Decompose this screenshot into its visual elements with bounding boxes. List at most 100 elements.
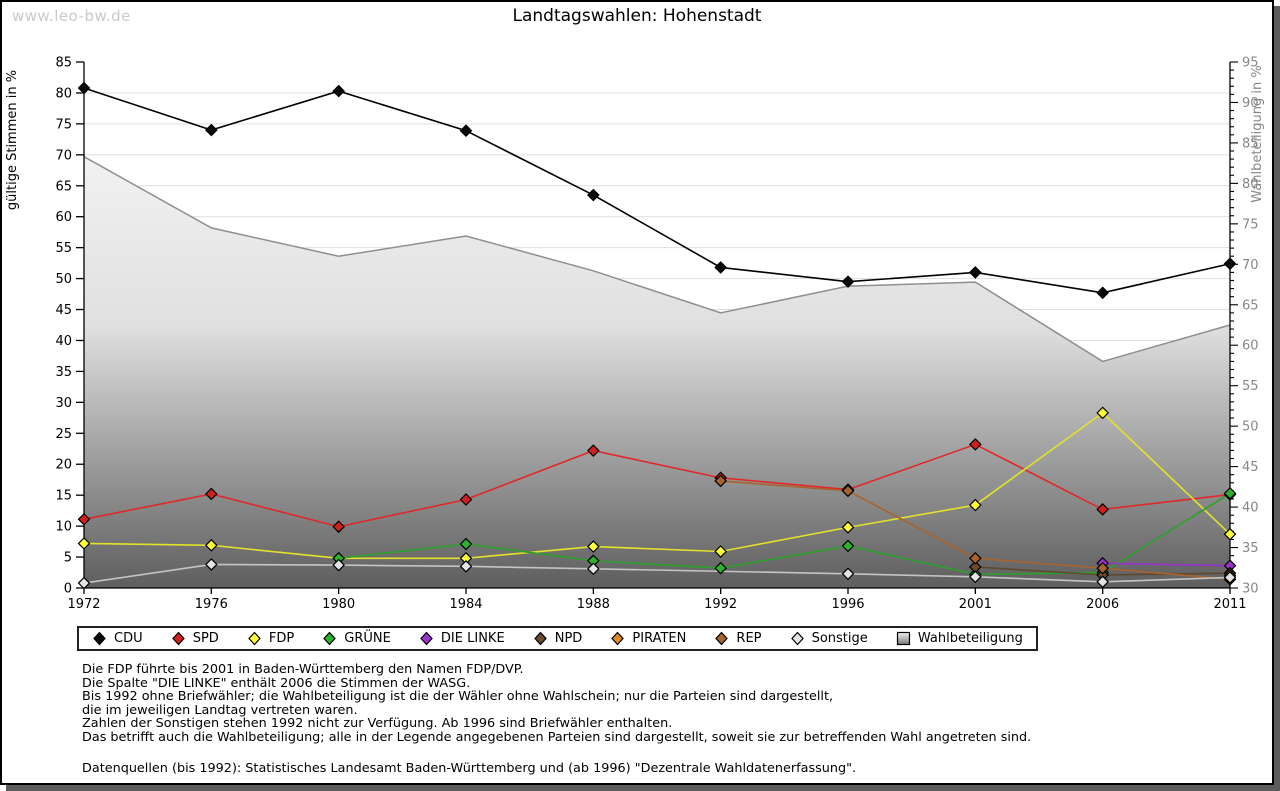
left-tick-label: 75	[55, 117, 72, 132]
series-area-edge	[83, 156, 1231, 363]
legend-label: CDU	[114, 631, 143, 646]
marker-fdp	[586, 540, 600, 553]
series-line-grüne	[338, 492, 1231, 576]
marker-grüne	[459, 537, 473, 551]
legend-item-cdu: CDU	[92, 631, 143, 646]
x-tick-label: 1988	[577, 597, 610, 612]
left-tick-label: 50	[55, 272, 72, 287]
legend-label: PIRATEN	[632, 631, 687, 646]
marker-fdp	[968, 498, 982, 512]
legend-label: Wahlbeteiligung	[917, 631, 1023, 646]
x-tick-label: 1984	[449, 597, 482, 612]
marker-rep	[968, 551, 982, 565]
legend-marker-diamond	[611, 631, 625, 646]
right-tick-label: 40	[1242, 501, 1259, 516]
marker-rep	[1096, 561, 1110, 575]
marker-spd	[204, 487, 218, 501]
right-axis-title: Wahlbeteiligung in %	[1250, 65, 1265, 202]
marker-cdu	[968, 266, 982, 279]
legend-item-npd: NPD	[533, 631, 582, 646]
marker-sonstige	[332, 558, 346, 572]
right-tick-label: 80	[1242, 177, 1259, 192]
legend-item-wahlbeteiligung: Wahlbeteiligung	[896, 631, 1023, 646]
left-tick-label: 15	[55, 489, 72, 504]
right-tick-label: 55	[1242, 379, 1259, 394]
left-axis-title: gültige Stimmen in %	[5, 70, 20, 210]
series-line-die-linke	[1102, 562, 1231, 567]
right-tick-label: 30	[1242, 582, 1259, 597]
marker-cdu	[841, 275, 855, 289]
footnote-line: die im jeweiligen Landtag vertreten ware…	[82, 702, 358, 718]
marker-spd	[586, 444, 600, 457]
legend-marker-diamond	[715, 631, 729, 646]
marker-sonstige	[1223, 571, 1237, 584]
right-tick-label: 35	[1242, 541, 1259, 556]
legend-marker-diamond	[248, 631, 261, 646]
x-tick-label: 1996	[831, 597, 864, 612]
x-tick-label: 1976	[195, 597, 228, 612]
left-tick-label: 0	[64, 582, 72, 597]
marker-cdu	[204, 123, 218, 137]
legend-marker-diamond	[93, 631, 106, 646]
x-tick-label: 1992	[704, 597, 737, 612]
marker-fdp	[841, 521, 855, 534]
legend-label: Sonstige	[811, 631, 868, 646]
left-tick-label: 60	[55, 210, 72, 225]
marker-sonstige	[77, 576, 91, 590]
legend-label: GRÜNE	[344, 631, 391, 646]
marker-grüne	[714, 561, 728, 575]
right-tick-label: 60	[1242, 339, 1259, 354]
marker-fdp	[714, 545, 728, 558]
legend-item-die-linke: DIE LINKE	[419, 631, 505, 646]
left-tick-label: 65	[55, 179, 72, 194]
marker-fdp	[1223, 527, 1237, 541]
x-tick-label: 2011	[1213, 597, 1246, 612]
footnote-line: Zahlen der Sonstigen stehen 1992 nicht z…	[82, 716, 673, 732]
chart-plot: 0 5 10 15 20 25 30 35 40 45 50 55 60 65 70 75 80 85 30 35 40…	[5, 56, 1265, 613]
x-tick-label: 2001	[959, 597, 992, 612]
right-tick-label: 75	[1242, 217, 1259, 232]
marker-grüne	[1223, 486, 1237, 500]
chart-legend: CDU SPD FDP GRÜNE DIE LINKE NPD PIRATEN REP Sons…	[77, 626, 1038, 651]
marker-cdu	[1223, 257, 1237, 271]
series-area-wahlbeteiligung	[84, 156, 1230, 588]
legend-marker-diamond	[420, 631, 433, 646]
legend-label: SPD	[192, 631, 219, 646]
marker-sonstige	[459, 559, 473, 573]
footnote-line: Die Spalte "DIE LINKE" enthält 2006 die …	[82, 675, 471, 691]
marker-cdu	[459, 124, 473, 138]
right-tick-label: 45	[1242, 460, 1259, 475]
left-tick-label: 40	[55, 334, 72, 349]
x-tick-label: 2006	[1086, 597, 1119, 612]
marker-fdp	[1096, 406, 1110, 420]
marker-sonstige	[968, 570, 982, 584]
right-tick-label: 95	[1242, 56, 1259, 71]
right-tick-label: 65	[1242, 298, 1259, 313]
legend-marker-diamond	[323, 631, 337, 646]
left-tick-label: 10	[55, 520, 72, 535]
left-tick-label: 5	[64, 551, 72, 566]
marker-sonstige	[204, 558, 218, 571]
footnote-line: Die FDP führte bis 2001 in Baden-Württem…	[82, 662, 524, 677]
legend-item-piraten: PIRATEN	[610, 631, 686, 646]
page-title: Landtagswahlen: Hohenstadt	[512, 6, 762, 26]
footnote-line: Bis 1992 ohne Briefwähler; die Wahlbetei…	[82, 689, 834, 705]
marker-spd	[77, 512, 91, 526]
legend-item-grüne: GRÜNE	[322, 631, 391, 646]
legend-item-fdp: FDP	[247, 631, 294, 646]
footnotes: Die FDP führte bis 2001 in Baden-Württem…	[82, 663, 1031, 775]
right-tick-label: 50	[1242, 420, 1259, 435]
marker-sonstige	[841, 567, 855, 581]
left-tick-label: 55	[55, 241, 72, 256]
legend-marker-diamond	[171, 631, 185, 646]
legend-label: REP	[736, 631, 762, 646]
legend-swatch-area	[896, 631, 910, 646]
marker-fdp	[204, 538, 218, 552]
x-tick-label: 1980	[322, 597, 355, 612]
right-tick-label: 90	[1242, 96, 1259, 111]
marker-cdu	[1096, 286, 1110, 300]
series-line-cdu	[83, 87, 1231, 294]
left-tick-label: 85	[55, 56, 72, 71]
legend-label: FDP	[268, 631, 295, 646]
